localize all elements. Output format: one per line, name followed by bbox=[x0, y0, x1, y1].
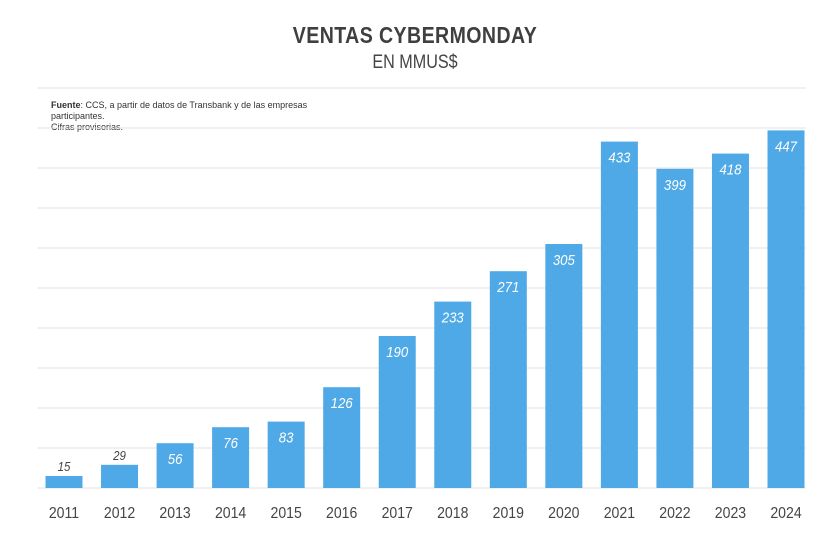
data-label: 271 bbox=[496, 278, 519, 295]
data-label: 418 bbox=[719, 161, 741, 178]
bar bbox=[45, 476, 83, 488]
source-note: Fuente: CCS, a partir de datos de Transb… bbox=[51, 100, 351, 133]
bar bbox=[711, 153, 749, 488]
provisional-note: Cifras provisorias. bbox=[51, 122, 124, 132]
bar bbox=[267, 421, 305, 488]
x-tick-label: 2014 bbox=[215, 504, 246, 522]
x-tick-label: 2024 bbox=[770, 504, 801, 522]
data-label: 399 bbox=[664, 176, 686, 193]
data-label: 233 bbox=[441, 309, 464, 326]
data-label: 76 bbox=[223, 434, 238, 451]
data-label: 433 bbox=[608, 149, 630, 166]
data-label: 83 bbox=[279, 429, 294, 446]
bar bbox=[767, 130, 805, 488]
bar bbox=[156, 443, 194, 488]
x-tick-label: 2013 bbox=[159, 504, 190, 522]
x-tick-label: 2019 bbox=[493, 504, 524, 522]
data-label: 126 bbox=[331, 394, 353, 411]
bar bbox=[545, 244, 583, 488]
x-tick-label: 2018 bbox=[437, 504, 468, 522]
x-tick-label: 2022 bbox=[659, 504, 690, 522]
source-label: Fuente bbox=[51, 100, 81, 110]
bar bbox=[101, 464, 139, 488]
bar bbox=[323, 387, 361, 488]
data-label: 190 bbox=[386, 343, 408, 360]
data-label: 56 bbox=[168, 450, 183, 467]
bar bbox=[656, 168, 694, 489]
chart-subtitle: EN MMUS$ bbox=[372, 52, 458, 73]
bar bbox=[434, 301, 472, 488]
x-tick-label: 2023 bbox=[715, 504, 746, 522]
x-tick-label: 2015 bbox=[270, 504, 301, 522]
x-tick-label: 2016 bbox=[326, 504, 357, 522]
data-label: 305 bbox=[553, 251, 575, 268]
data-label: 447 bbox=[775, 138, 798, 155]
source-text: : CCS, a partir de datos de Transbank y … bbox=[51, 100, 308, 121]
x-tick-label: 2017 bbox=[382, 504, 413, 522]
chart-title: VENTAS CYBERMONDAY bbox=[292, 22, 538, 48]
data-label: 29 bbox=[112, 448, 126, 463]
bar bbox=[600, 141, 638, 488]
x-tick-label: 2021 bbox=[604, 504, 635, 522]
data-label: 15 bbox=[58, 459, 71, 474]
bar bbox=[489, 271, 527, 488]
bar bbox=[212, 427, 250, 488]
x-tick-label: 2011 bbox=[49, 504, 79, 522]
bar bbox=[378, 336, 416, 488]
x-tick-label: 2012 bbox=[104, 504, 135, 522]
x-tick-label: 2020 bbox=[548, 504, 579, 522]
